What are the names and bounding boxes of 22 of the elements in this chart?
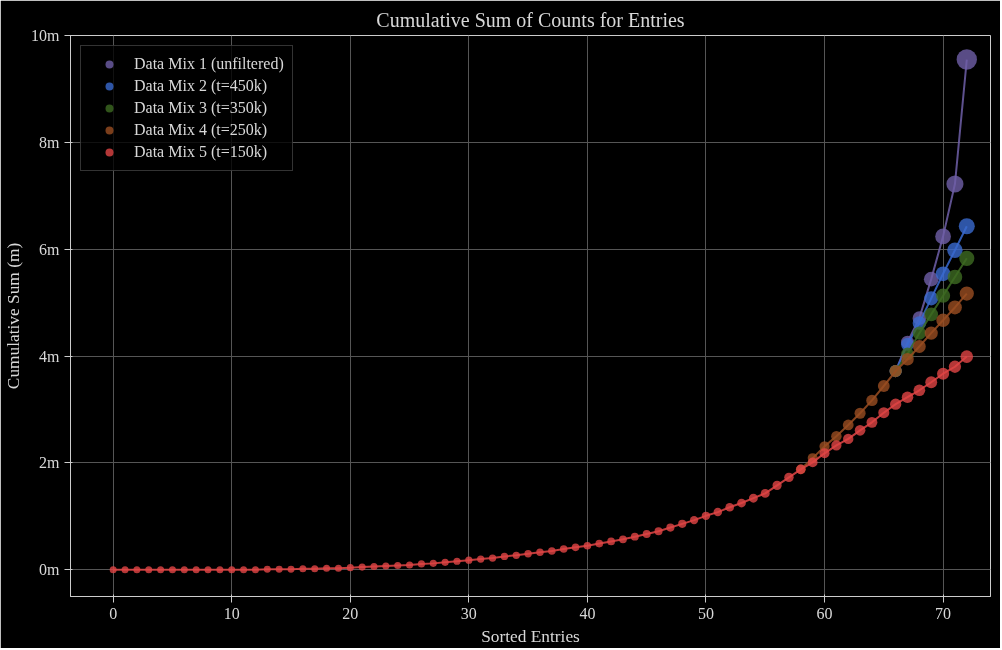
y-axis-title: Cumulative Sum (m): [4, 242, 24, 390]
legend-label: Data Mix 4 (t=250k): [134, 121, 267, 139]
x-tick-label: 10: [223, 604, 240, 622]
x-tick-label: 0: [109, 604, 118, 622]
x-tick-label: 70: [935, 604, 952, 622]
legend-label: Data Mix 3 (t=350k): [134, 99, 267, 117]
y-tick-label: 10m: [31, 27, 61, 44]
y-tick-label: 6m: [39, 240, 61, 258]
x-tick-label: 50: [697, 604, 714, 622]
legend-label: Data Mix 5 (t=150k): [134, 143, 267, 161]
x-tick-label: 40: [579, 604, 596, 622]
y-tick-label: 4m: [39, 347, 61, 365]
chart-title: Cumulative Sum of Counts for Entries: [376, 8, 685, 31]
x-tick-label: 60: [816, 604, 833, 622]
x-tick-label: 20: [342, 604, 359, 622]
x-tick-label: 30: [460, 604, 477, 622]
y-tick-label: 2m: [39, 454, 61, 472]
legend-label: Data Mix 2 (t=450k): [134, 77, 267, 95]
y-tick-label: 8m: [39, 133, 61, 151]
legend-label: Data Mix 1 (unfiltered): [134, 55, 284, 73]
y-tick-label: 0m: [39, 561, 61, 579]
x-axis-title: Sorted Entries: [481, 626, 581, 646]
